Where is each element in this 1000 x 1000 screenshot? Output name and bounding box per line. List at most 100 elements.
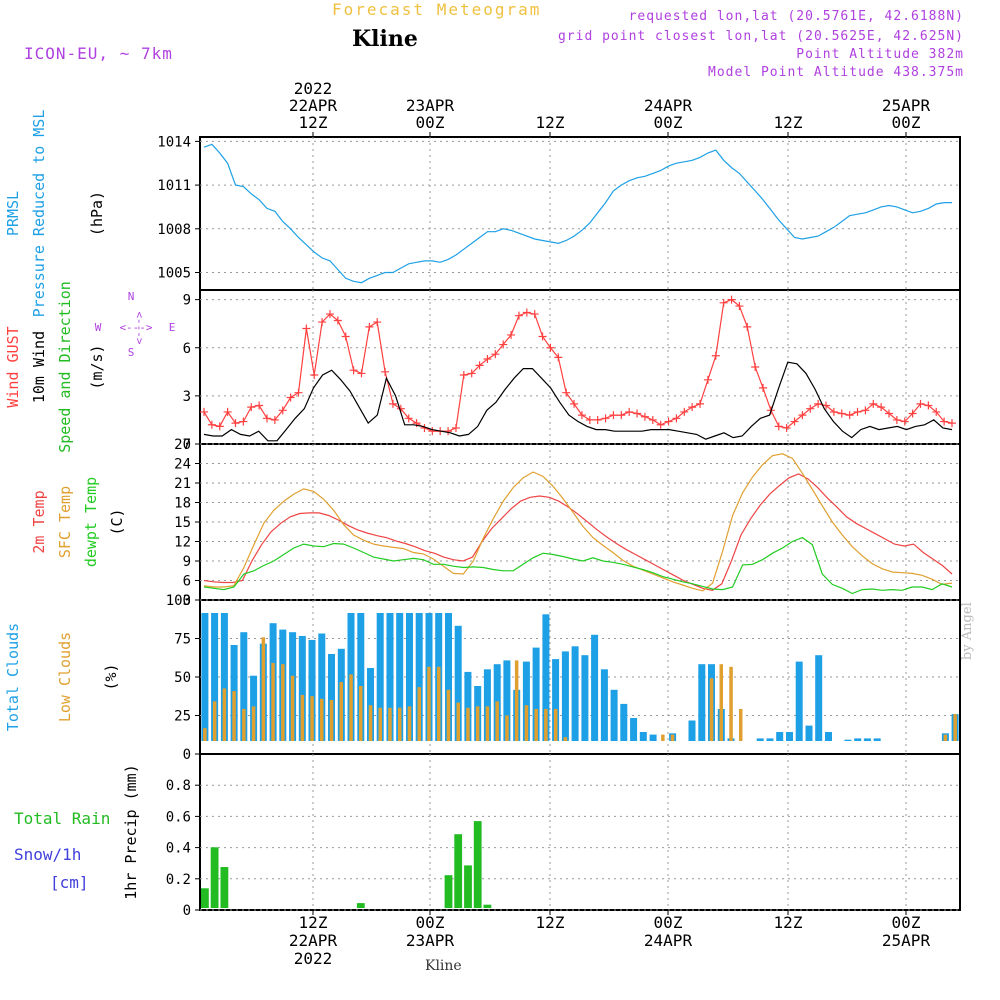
cloud-bar-low-30 <box>495 701 499 741</box>
cloud-bar-total-41 <box>600 669 608 741</box>
precip-legend-1: Snow/1h <box>14 845 81 864</box>
gust-point-55 <box>633 409 642 418</box>
cloud-bar-low-76 <box>943 734 948 741</box>
cloud-bar-total-35 <box>542 614 550 741</box>
gust-point-11 <box>286 393 295 402</box>
gust-point-67 <box>727 295 736 304</box>
cloud-bar-total-4 <box>240 632 248 741</box>
cloud-bar-low-23 <box>427 666 431 741</box>
gust-point-60 <box>672 414 681 423</box>
gust-point-7 <box>255 401 264 410</box>
cloud-bar-total-37 <box>561 651 569 741</box>
top-time-label-0-0: 2022 <box>294 79 333 98</box>
model-altitude: Model Point Altitude 438.375m <box>708 65 964 80</box>
ytick-label-precip-4: 0.8 <box>166 778 191 794</box>
gust-point-52 <box>609 411 618 420</box>
ylabel-clouds-1: Low Clouds <box>56 632 74 722</box>
ylabel-wind-2: Speed and Direction <box>56 281 74 453</box>
bottom-time-label-3-0: 00Z <box>654 913 683 932</box>
gust-point-64 <box>703 375 712 384</box>
cloud-bar-low-17 <box>368 705 373 741</box>
gust-point-36 <box>483 354 492 363</box>
cloud-bar-low-53 <box>719 664 723 741</box>
gust-point-23 <box>381 367 390 376</box>
cloud-bar-total-62 <box>805 725 813 741</box>
cloud-bar-total-61 <box>795 661 803 741</box>
cloud-bar-total-18 <box>376 613 384 741</box>
cloud-bar-total-22 <box>415 613 423 741</box>
bottom-time-label-4-0: 12Z <box>774 913 803 932</box>
cloud-bar-total-20 <box>396 613 404 741</box>
gust-point-90 <box>908 409 917 418</box>
ytick-label-precip-1: 0.2 <box>166 872 191 888</box>
gust-point-85 <box>869 399 878 408</box>
cloud-bar-total-1 <box>211 613 219 741</box>
gust-point-49 <box>585 415 594 424</box>
ylabel-pressure-0: PRMSL <box>4 191 22 236</box>
cloud-bar-low-15 <box>349 674 353 741</box>
gust-point-12 <box>294 388 303 397</box>
compass-e-label: E <box>169 321 176 334</box>
ytick-label-temperature-3: 12 <box>174 535 191 551</box>
point-altitude: Point Altitude 382m <box>796 47 964 62</box>
cloud-bar-low-21 <box>407 706 412 741</box>
series-line-wind-gust <box>203 298 953 432</box>
cloud-bar-low-47 <box>661 734 665 741</box>
cloud-bar-total-12 <box>318 633 326 741</box>
cloud-bar-total-39 <box>581 655 589 741</box>
bottom-time-label-0-1: 22APR <box>289 931 338 950</box>
ylabel-pressure-1: Pressure Reduced to MSL <box>30 110 48 318</box>
top-time-label-4-0: 12Z <box>774 113 803 132</box>
cloud-bar-low-4 <box>242 709 246 741</box>
gust-point-40 <box>514 311 523 320</box>
ytick-label-precip-3: 0.6 <box>166 809 191 825</box>
rain-bar-1 <box>210 847 219 908</box>
ylabel-wind-0: Wind GUST <box>4 326 22 407</box>
gust-point-18 <box>341 332 350 341</box>
rain-bar-25 <box>444 875 453 908</box>
gust-point-24 <box>388 399 397 408</box>
ytick-label-clouds-2: 50 <box>174 670 191 686</box>
cloud-bar-total-69 <box>873 738 881 741</box>
gust-point-39 <box>507 330 516 339</box>
panel-frame-pressure <box>199 136 961 291</box>
grid-point-coords: grid point closest lon,lat (20.5625E, 42… <box>557 29 964 44</box>
gust-point-16 <box>325 310 334 319</box>
gust-point-83 <box>853 407 862 416</box>
gust-point-5 <box>239 417 248 426</box>
ytick-label-pressure-3: 1014 <box>157 134 191 150</box>
top-time-label-2-0: 12Z <box>536 113 565 132</box>
top-time-label-0-1: 22APR <box>289 96 338 115</box>
gust-point-2 <box>215 422 224 431</box>
cloud-bar-low-35 <box>544 709 548 741</box>
ylabel-temperature-1: SFC Temp <box>56 486 74 558</box>
forecast-title: Forecast Meteogram <box>332 0 542 19</box>
ytick-label-wind-3: 9 <box>183 293 191 309</box>
cloud-bar-low-24 <box>437 666 441 741</box>
gust-point-1 <box>207 420 216 429</box>
cloud-bar-low-9 <box>290 675 295 741</box>
cloud-bar-total-40 <box>591 634 599 741</box>
cloud-bar-total-0 <box>201 613 209 741</box>
ytick-label-precip-0: 0 <box>183 903 191 919</box>
cloud-bar-low-2 <box>222 688 227 741</box>
series-line-temperature-2m <box>203 473 953 591</box>
cloud-bar-low-34 <box>534 709 538 741</box>
gust-point-46 <box>562 388 571 397</box>
cloud-bar-low-77 <box>953 714 957 741</box>
gust-point-9 <box>270 415 279 424</box>
ytick-label-temperature-5: 18 <box>174 496 191 512</box>
cloud-bar-low-10 <box>300 694 305 741</box>
series-line-pressure-0 <box>203 143 952 284</box>
gust-point-42 <box>530 310 539 319</box>
compass-w-label: W <box>95 321 102 334</box>
gust-point-69 <box>743 322 752 331</box>
cloud-bar-low-14 <box>339 682 343 741</box>
series-line-temperature-dew <box>203 536 953 595</box>
gust-point-19 <box>349 366 358 375</box>
cloud-bar-low-8 <box>281 664 285 741</box>
cloud-bar-total-42 <box>610 689 618 741</box>
precip-legend-2: [cm] <box>50 873 89 892</box>
cloud-bar-low-22 <box>417 687 421 741</box>
gust-point-70 <box>751 363 760 371</box>
